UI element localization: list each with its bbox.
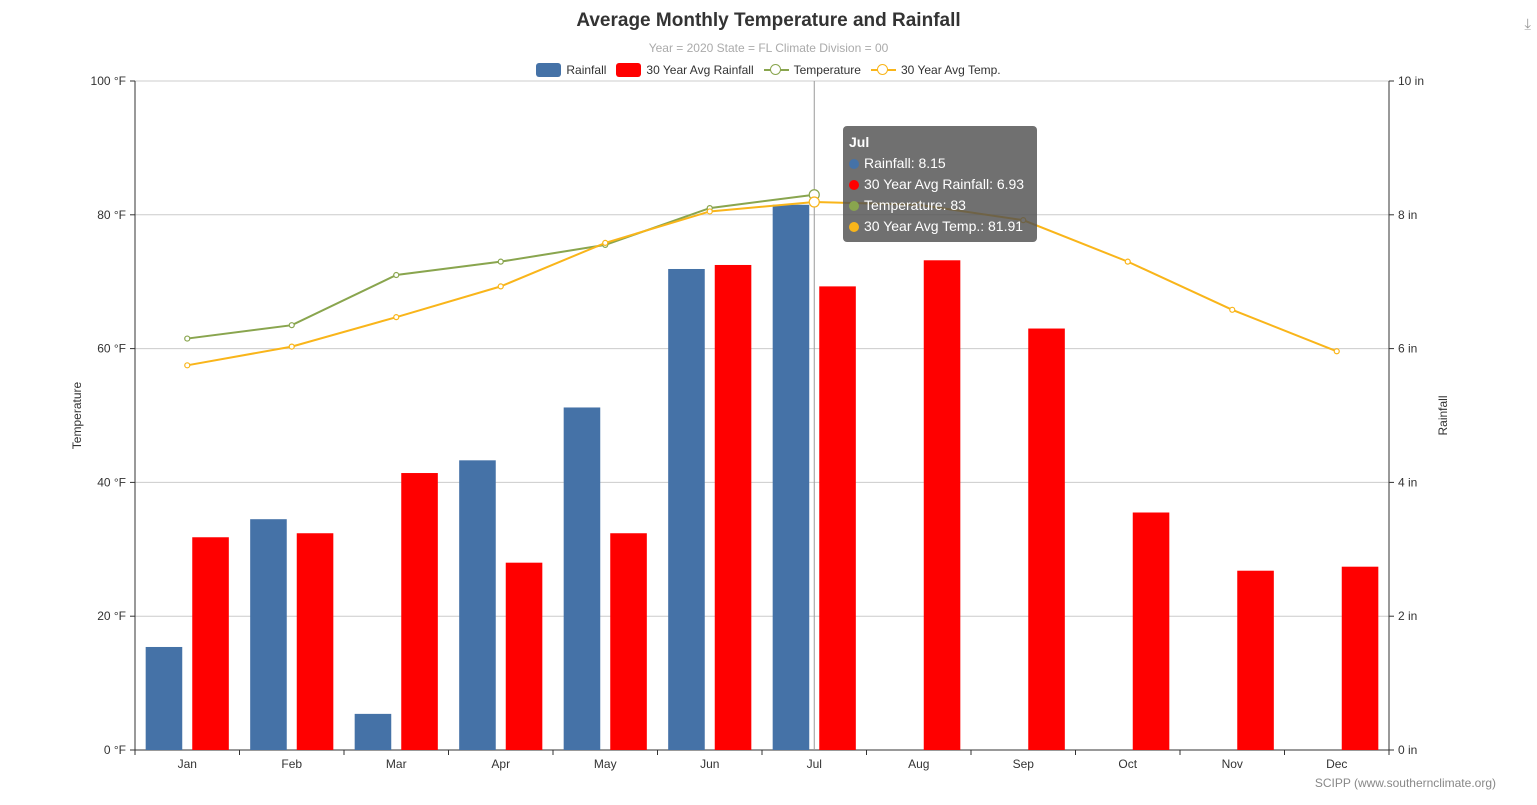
bar-30-year-avg-rainfall <box>1237 570 1274 750</box>
legend-marker-temperature <box>763 63 789 77</box>
legend-swatch-avg-rainfall <box>616 63 642 77</box>
chart-title: Average Monthly Temperature and Rainfall <box>576 10 961 31</box>
legend-label-temperature: Temperature <box>793 63 861 77</box>
tooltip-dot-avg-rainfall <box>849 179 859 190</box>
chart-tooltip: Jul Rainfall: 8.15 30 Year Avg Rainfall:… <box>843 126 1037 242</box>
legend-item-temperature[interactable]: Temperature <box>763 63 861 77</box>
tooltip-text-avg-temp: 30 Year Avg Temp.: 81.91 <box>864 218 1024 234</box>
y-left-tick-label: 100 °F <box>91 74 126 88</box>
tooltip-row-rainfall: Rainfall: 8.15 <box>849 153 1031 174</box>
y-left-tick-label: 20 °F <box>97 609 126 623</box>
tooltip-row-avg-rainfall: 30 Year Avg Rainfall: 6.93 <box>849 174 1031 195</box>
point-temperature <box>497 258 504 265</box>
chart-credit[interactable]: SCIPP (www.southernclimate.org) <box>1314 776 1496 790</box>
x-tick-label: Jun <box>700 757 719 771</box>
bar-rainfall <box>354 713 392 750</box>
y-right-axis-title: Rainfall <box>1436 395 1450 435</box>
bar-rainfall <box>563 407 601 750</box>
y-left-axis-title: Temperature <box>70 381 84 449</box>
point-30-year-avg-temp- <box>602 239 609 246</box>
point-30-year-avg-temp- <box>393 314 400 321</box>
bar-rainfall <box>145 646 183 750</box>
point-30-year-avg-temp- <box>706 208 713 215</box>
x-tick-label: Apr <box>491 757 510 771</box>
x-tick-label: Jul <box>807 757 822 771</box>
tooltip-text-rainfall: Rainfall: 8.15 <box>864 155 946 171</box>
x-tick-label: Sep <box>1013 757 1035 771</box>
point-30-year-avg-temp- <box>497 283 504 290</box>
legend-item-avg-temp[interactable]: 30 Year Avg Temp. <box>870 63 1001 77</box>
point-30-year-avg-temp- <box>1124 258 1131 265</box>
tooltip-title: Jul <box>849 134 870 150</box>
chart-legend: Rainfall 30 Year Avg Rainfall Temperatur… <box>0 63 1537 77</box>
legend-item-rainfall[interactable]: Rainfall <box>536 63 606 77</box>
bar-30-year-avg-rainfall <box>1028 328 1065 750</box>
legend-marker-avg-temp <box>870 63 896 77</box>
bar-30-year-avg-rainfall <box>923 260 961 750</box>
bar-30-year-avg-rainfall <box>505 562 543 750</box>
legend-swatch-rainfall <box>536 63 562 77</box>
y-right-tick-label: 6 in <box>1398 342 1417 356</box>
bar-rainfall <box>250 519 287 750</box>
x-tick-label: Mar <box>386 757 407 771</box>
x-tick-label: Jan <box>178 757 197 771</box>
point-30-year-avg-temp- <box>808 196 820 208</box>
point-temperature <box>393 271 400 279</box>
y-left-tick-label: 80 °F <box>97 208 126 222</box>
point-30-year-avg-temp- <box>1333 348 1340 355</box>
point-temperature <box>184 335 191 342</box>
tooltip-row-temperature: Temperature: 83 <box>849 195 1031 216</box>
bar-30-year-avg-rainfall <box>1341 566 1379 750</box>
y-left-tick-label: 40 °F <box>97 475 126 489</box>
y-right-tick-label: 0 in <box>1398 743 1417 757</box>
point-30-year-avg-temp- <box>1229 306 1236 313</box>
y-right-tick-label: 10 in <box>1398 74 1424 88</box>
bar-30-year-avg-rainfall <box>610 533 647 750</box>
line-30-year-avg-temp- <box>187 201 1338 367</box>
chart-subtitle: Year = 2020 State = FL Climate Division … <box>648 41 889 55</box>
x-tick-label: May <box>594 757 617 771</box>
bar-30-year-avg-rainfall <box>1132 512 1170 750</box>
point-30-year-avg-temp- <box>184 362 191 369</box>
tooltip-dot-rainfall <box>849 158 859 169</box>
y-left-tick-label: 60 °F <box>97 342 126 356</box>
x-tick-label: Aug <box>908 757 929 771</box>
bar-rainfall <box>668 268 705 750</box>
legend-label-avg-rainfall: 30 Year Avg Rainfall <box>646 63 754 77</box>
y-left-tick-label: 0 °F <box>104 743 126 757</box>
bar-30-year-avg-rainfall <box>401 473 438 750</box>
bar-30-year-avg-rainfall <box>714 264 752 750</box>
bar-30-year-avg-rainfall <box>192 537 229 750</box>
y-right-tick-label: 4 in <box>1398 475 1417 489</box>
tooltip-dot-temperature <box>849 200 859 211</box>
bar-30-year-avg-rainfall <box>819 286 856 750</box>
y-right-tick-label: 2 in <box>1398 609 1417 623</box>
legend-label-avg-temp: 30 Year Avg Temp. <box>900 63 1001 77</box>
legend-label-rainfall: Rainfall <box>566 63 607 77</box>
bar-rainfall <box>459 460 496 750</box>
bar-30-year-avg-rainfall <box>296 533 334 750</box>
tooltip-row-avg-temp: 30 Year Avg Temp.: 81.91 <box>849 216 1031 237</box>
bar-rainfall <box>772 204 810 750</box>
x-tick-label: Oct <box>1118 757 1137 771</box>
point-temperature <box>288 322 295 329</box>
x-tick-label: Dec <box>1326 757 1347 771</box>
y-right-tick-label: 8 in <box>1398 208 1417 222</box>
tooltip-dot-avg-temp <box>849 221 859 232</box>
download-icon[interactable]: ⤓ <box>1524 16 1531 33</box>
tooltip-text-avg-rainfall: 30 Year Avg Rainfall: 6.93 <box>864 176 1025 192</box>
tooltip-text-temperature: Temperature: 83 <box>864 197 966 213</box>
x-tick-label: Nov <box>1222 757 1243 771</box>
legend-item-avg-rainfall[interactable]: 30 Year Avg Rainfall <box>616 63 754 77</box>
point-30-year-avg-temp- <box>288 343 295 350</box>
x-tick-label: Feb <box>281 757 302 771</box>
